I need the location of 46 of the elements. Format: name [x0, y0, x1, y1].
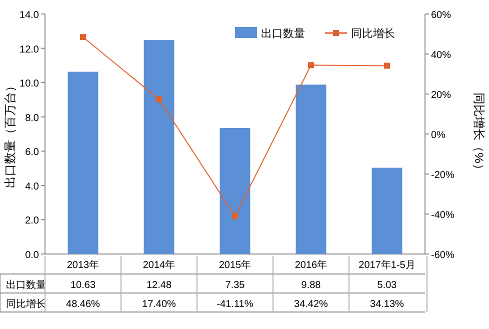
- data-label: 9.88: [301, 280, 322, 291]
- y2-tick-label: -40%: [431, 210, 454, 221]
- point: [384, 62, 390, 69]
- bar: [220, 128, 250, 254]
- point: [156, 96, 162, 102]
- data-label: 12.48: [146, 280, 172, 291]
- y-tick-label: 14.0: [20, 10, 40, 21]
- text: 同比增长: [6, 299, 46, 310]
- y2-axis-title: 同比增长（%）: [472, 92, 486, 176]
- legend-label: 出口数量: [261, 27, 305, 40]
- y-tick-label: 12.0: [20, 44, 40, 56]
- y-tick-label: 0.0: [25, 250, 40, 261]
- bar: [144, 40, 174, 254]
- data-label: 34.42%: [294, 299, 328, 310]
- x-tick-label: 2014年: [142, 259, 176, 271]
- y-tick-label: 2.0: [25, 216, 40, 227]
- x-tick-label: 2017年1-5月: [358, 259, 416, 271]
- x-tick-label: 2016年: [294, 259, 328, 271]
- data-label: 48.46%: [66, 299, 100, 310]
- y2-tick-label: 40%: [431, 50, 452, 61]
- y2-tick-label: 60%: [431, 10, 452, 21]
- data-label: 7.35: [225, 280, 246, 291]
- bar: [372, 168, 402, 254]
- bar: [68, 72, 98, 254]
- data-label: -41.11%: [216, 299, 254, 310]
- text: 出口数量: [6, 280, 46, 291]
- x-tick-label: 2013年: [66, 259, 100, 271]
- data-label: 5.03: [377, 280, 398, 291]
- data-label: 10.63: [70, 280, 96, 291]
- bar: [296, 84, 326, 254]
- data-label: 17.40%: [142, 299, 176, 310]
- y-tick-label: 6.0: [25, 147, 40, 158]
- y2-tick-label: 20%: [431, 90, 452, 101]
- legend-label: 同比增长: [351, 27, 395, 40]
- y2-tick-label: -60%: [431, 250, 454, 261]
- point: [80, 34, 86, 40]
- point: [308, 62, 314, 68]
- x-tick-label: 2015年: [218, 259, 252, 271]
- y-tick-label: 4.0: [25, 181, 40, 192]
- y-axis-title: 出口数量（百万台）: [3, 80, 17, 188]
- data-label: 34.13%: [370, 299, 404, 310]
- y2-tick-label: 0%: [431, 130, 446, 141]
- y-tick-label: 8.0: [25, 112, 40, 124]
- y-tick-label: 10.0: [20, 78, 40, 90]
- point: [232, 213, 238, 220]
- y2-tick-label: -20%: [431, 170, 454, 181]
